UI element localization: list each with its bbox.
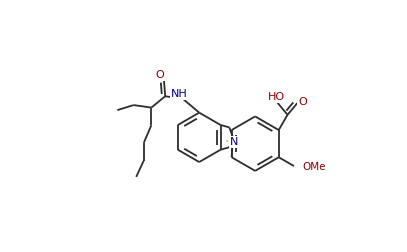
Text: HO: HO (268, 92, 285, 102)
Text: O: O (298, 97, 307, 107)
Text: N: N (230, 137, 239, 147)
Text: NH: NH (171, 89, 188, 99)
Text: O: O (155, 70, 164, 80)
Text: OMe: OMe (302, 162, 326, 172)
